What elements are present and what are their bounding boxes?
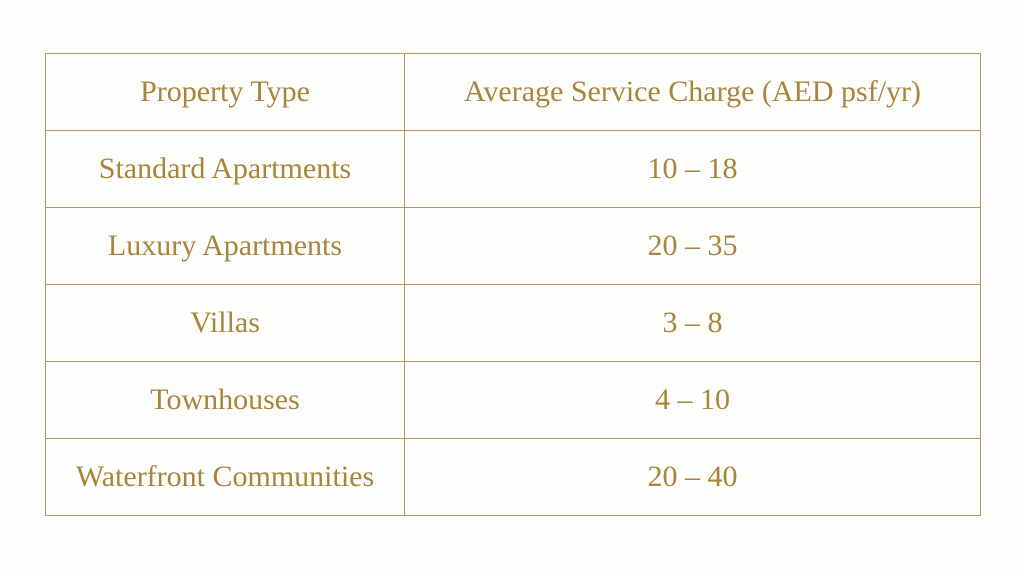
table-cell: Luxury Apartments [45, 207, 405, 285]
table-cell: 20 – 35 [404, 207, 981, 285]
table-cell: 3 – 8 [404, 284, 981, 362]
table-cell: Townhouses [45, 361, 405, 439]
table-row: Villas 3 – 8 [45, 284, 981, 362]
header-cell: Property Type [45, 53, 405, 131]
header-cell: Average Service Charge (AED psf/yr) [404, 53, 981, 131]
header-row: Property Type Average Service Charge (AE… [45, 53, 981, 131]
table-body: Property Type Average Service Charge (AE… [45, 53, 981, 516]
table-row: Waterfront Communities 20 – 40 [45, 438, 981, 516]
table-cell: Waterfront Communities [45, 438, 405, 516]
table-cell: 4 – 10 [404, 361, 981, 439]
service-charge-table: Property Type Average Service Charge (AE… [45, 53, 981, 516]
table-cell: 10 – 18 [404, 130, 981, 208]
table-row: Townhouses 4 – 10 [45, 361, 981, 439]
table-row: Luxury Apartments 20 – 35 [45, 207, 981, 285]
table-cell: 20 – 40 [404, 438, 981, 516]
table-cell: Standard Apartments [45, 130, 405, 208]
table-cell: Villas [45, 284, 405, 362]
table-row: Standard Apartments 10 – 18 [45, 130, 981, 208]
